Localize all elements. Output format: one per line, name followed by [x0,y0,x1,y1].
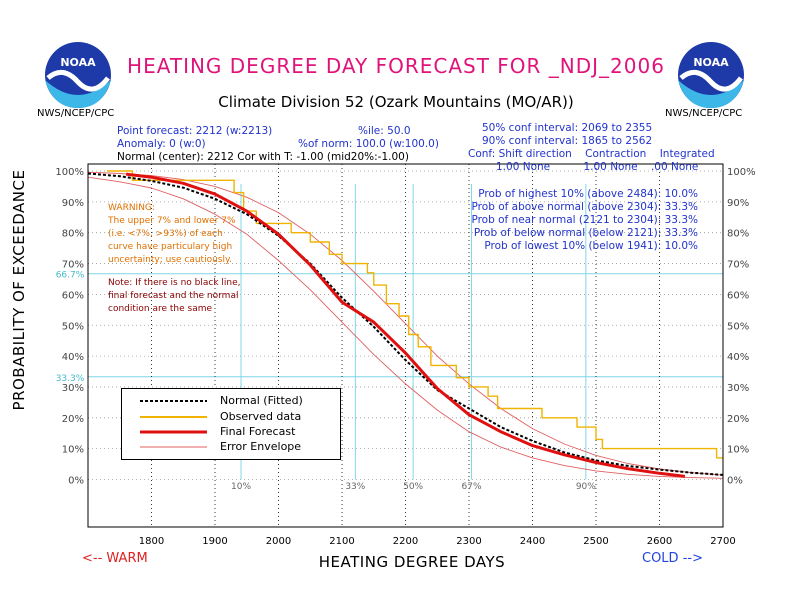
percentile-label: 50% [403,482,423,492]
y-tick-label-left: 100% [55,167,84,178]
y-tick-label-right: 80% [727,229,749,240]
noaa-logo-right-text: NOAA [693,56,729,69]
x-tick-label: 2700 [710,536,735,547]
point-forecast: Point forecast: 2212 (w:2213) [117,125,273,137]
cold-indicator: COLD --> [642,551,703,566]
noaa-logo-left-text: NOAA [60,56,96,69]
series-final-forecast [125,172,686,478]
percentile-label: 67% [462,482,482,492]
y-axis-label: PROBABILITY OF EXCEEDANCE [10,169,28,411]
noaa-logo-left: NOAA [45,42,111,108]
y-tick-label-left: 30% [62,383,84,394]
prob-below: Prob of below normal (below 2121): 33.3% [473,227,698,239]
y-tick-label-right: 20% [727,414,749,425]
y-tick-label-right: 0% [727,476,743,487]
conf-header: Conf: Shift direction Contraction Integr… [468,148,715,160]
chart-subtitle: Climate Division 52 (Ozark Mountains (MO… [218,93,574,111]
series-error-envelope [87,171,724,476]
x-tick-label: 2000 [266,536,291,547]
legend-swatches [140,400,207,448]
conf-interval-90: 90% conf interval: 1865 to 2562 [482,135,653,147]
x-tick-label: 2500 [583,536,608,547]
x-tick-label: 2300 [456,536,481,547]
y-tick-label-right: 40% [727,352,749,363]
y-tick-label-left: 20% [62,414,84,425]
prob-above: Prob of above normal (above 2304): 33.3% [471,201,698,213]
y-tick-label-left: 80% [62,229,84,240]
tercile-label: 33.3% [56,374,85,384]
tercile-label: 66.7% [56,271,85,281]
percentile-value: %ile: 50.0 [358,125,411,137]
y-tick-label-right: 60% [727,290,749,301]
y-tick-label-left: 0% [68,476,84,487]
percent-of-normal: %of norm: 100.0 (w:100.0) [298,138,439,150]
series-error-envelope [87,176,724,479]
org-label-left: NWS/NCEP/CPC [37,108,115,119]
prob-lowest: Prob of lowest 10% (below 1941): 10.0% [484,240,698,252]
y-tick-label-left: 40% [62,352,84,363]
legend-label-normal: Normal (Fitted) [220,394,303,407]
x-tick-label: 1900 [202,536,227,547]
warning-line-4: curve have particulary high [108,242,233,252]
org-label-right: NWS/NCEP/CPC [665,108,743,119]
note-line-1: Note: If there is no black line, [108,278,241,288]
warning-line-2: The upper 7% and lower 7% [108,216,236,226]
x-tick-label: 2400 [520,536,545,547]
y-tick-label-left: 60% [62,290,84,301]
prob-near: Prob of near normal (2121 to 2304): 33.3… [471,214,698,226]
x-tick-label: 2200 [393,536,418,547]
y-tick-label-right: 100% [727,167,756,178]
percentile-label: 10% [231,482,251,492]
x-tick-label: 2100 [329,536,354,547]
y-tick-label-right: 90% [727,198,749,209]
conf-interval-50: 50% conf interval: 2069 to 2355 [482,122,653,134]
y-tick-label-right: 50% [727,321,749,332]
note-line-2: final forecast and the normal [108,291,239,301]
y-tick-label-left: 50% [62,321,84,332]
legend-label-final: Final Forecast [220,425,296,438]
plot-frame [87,163,724,528]
y-tick-label-right: 70% [727,260,749,271]
percentile-label: 90% [576,482,596,492]
legend-label-observed: Observed data [220,410,302,423]
prob-highest: Prob of highest 10% (above 2484): 10.0% [478,188,698,200]
y-tick-label-right: 30% [727,383,749,394]
y-tick-label-left: 70% [62,260,84,271]
note-line-3: condition are the same [108,304,213,314]
warning-line-3: (i.e. <7%, >93%) of each [108,229,223,239]
y-tick-label-left: 90% [62,198,84,209]
warning-line-1: WARNING: [108,203,155,213]
series-normal-fitted [87,172,724,476]
y-tick-label-right: 10% [727,445,749,456]
y-tick-label-left: 10% [62,445,84,456]
legend: Normal (Fitted) Observed data Final Fore… [121,388,341,460]
warning-line-5: uncertainty; use cautiously. [108,255,232,265]
x-axis-label: HEATING DEGREE DAYS [318,553,506,571]
chart-title: HEATING DEGREE DAY FORECAST FOR _NDJ_200… [127,54,665,78]
percentile-label: 33% [345,482,365,492]
anomaly: Anomaly: 0 (w:0) [117,138,206,150]
x-tick-label: 1800 [139,536,164,547]
conf-values: 1.00 None 1.00 None .00 None [496,161,699,173]
normal-center: Normal (center): 2212 Cor with T: -1.00 … [117,151,409,163]
legend-label-envelope: Error Envelope [220,440,302,453]
noaa-logo-right: NOAA [678,42,744,108]
x-tick-label: 2600 [647,536,672,547]
warm-indicator: <-- WARM [82,551,148,566]
